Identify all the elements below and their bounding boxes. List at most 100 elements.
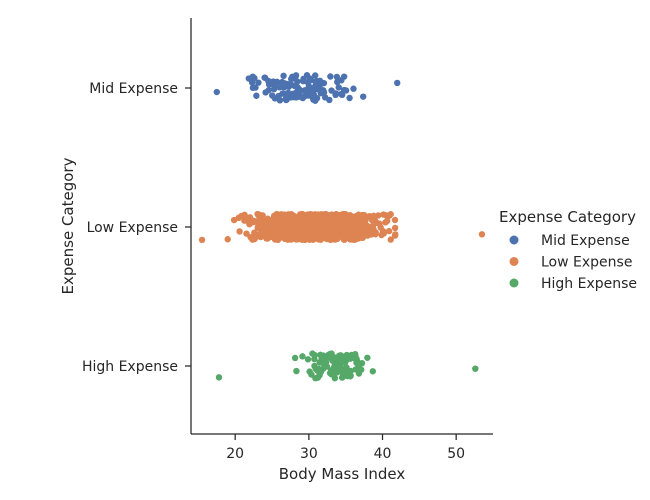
data-point [299,232,307,239]
data-point [271,220,278,227]
data-point [380,230,387,237]
data-point [235,214,242,222]
data-point [294,78,301,85]
data-point [295,215,302,222]
data-point [331,362,338,370]
data-point [279,90,286,97]
data-point [383,212,390,219]
data-point [264,234,271,241]
data-point [312,72,319,79]
data-point [375,212,382,219]
data-point [391,224,399,232]
data-point [252,84,259,91]
data-point [360,93,367,100]
data-point [329,357,336,364]
legend-marker [509,278,519,288]
data-point [318,79,325,87]
x-tick-label: 50 [447,446,465,462]
data-point [346,228,353,235]
data-point [340,73,348,80]
x-tick-label: 20 [226,446,244,462]
data-point [327,73,334,80]
data-point [215,374,223,381]
data-point [391,232,399,239]
data-point [331,236,339,243]
data-point [361,226,368,234]
data-point [307,217,314,225]
data-point [316,228,323,235]
data-point [313,82,320,89]
data-point [243,230,250,237]
data-point [350,85,357,92]
data-point [355,212,363,219]
points-layer [198,72,486,382]
data-point [356,224,363,231]
data-point [308,211,315,218]
legend-label: High Expense [541,276,637,292]
data-point [262,89,269,96]
data-point [311,355,318,363]
data-point [299,77,307,85]
data-point [347,367,354,375]
data-point [255,211,263,218]
data-point [338,216,345,224]
data-point [304,89,311,96]
data-point [385,227,393,235]
data-point [264,220,271,227]
series-high-expense [215,350,479,382]
data-point [299,353,306,360]
data-point [472,365,479,372]
data-point [335,84,342,91]
series-mid-expense [213,72,401,104]
data-point [248,74,256,82]
legend-marker [509,235,519,245]
data-point [316,372,323,379]
data-point [308,93,316,101]
legend-marker [509,257,519,266]
data-point [341,233,348,240]
y-tick-label: High Expense [82,359,178,375]
data-point [311,362,318,370]
data-point [326,96,333,104]
data-point [255,79,262,86]
data-point [327,216,334,223]
data-point [387,236,394,243]
data-point [384,217,391,225]
data-point [317,221,324,228]
data-point [286,212,293,219]
data-point [353,232,361,239]
data-point [283,219,290,227]
data-point [349,217,356,224]
data-point [343,364,350,371]
data-point [280,84,288,91]
data-point [273,211,280,218]
data-point [268,225,275,232]
data-point [351,226,358,233]
data-point [290,219,297,226]
data-point [270,85,278,93]
data-point [346,235,354,243]
data-point [330,231,337,238]
data-point [262,226,269,233]
data-point [333,369,340,376]
data-point [297,87,304,94]
data-point [306,75,314,82]
data-point [347,372,354,379]
data-point [369,368,377,375]
data-point [280,211,287,218]
data-point [224,236,231,243]
data-point [304,356,312,363]
data-point [256,231,264,239]
data-point [324,231,331,239]
data-point [332,210,340,218]
data-point [318,214,325,221]
data-point [328,87,335,94]
data-point [301,213,308,221]
data-point [269,92,276,99]
data-point [269,231,277,238]
data-point [394,79,401,87]
data-point [339,353,347,360]
data-point [391,216,399,224]
data-point [309,232,316,239]
data-point [264,215,272,222]
